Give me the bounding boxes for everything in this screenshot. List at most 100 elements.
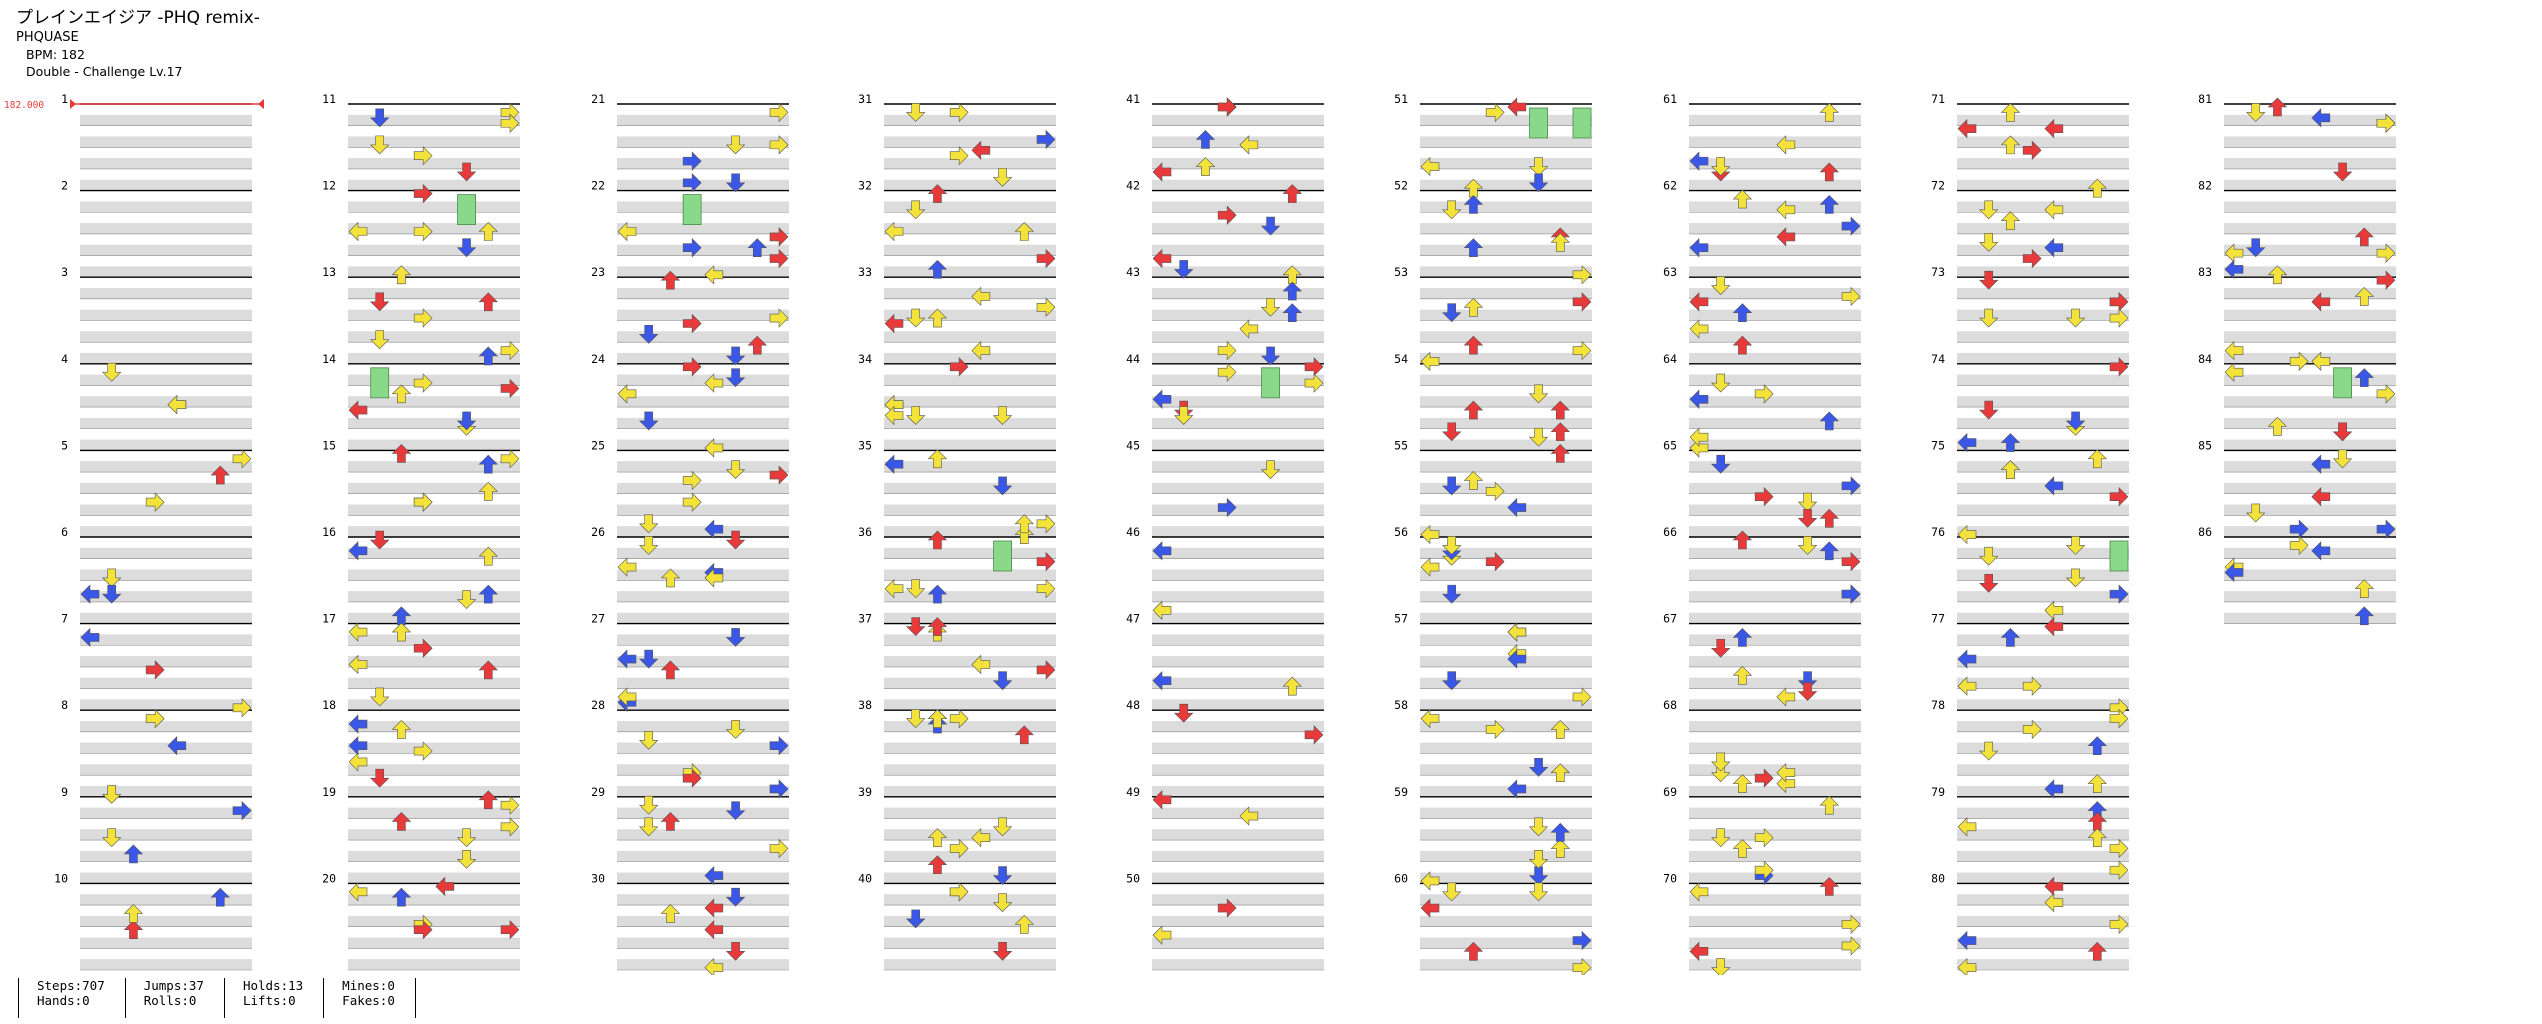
measure-5 [80, 449, 252, 538]
up-arrow-icon [2267, 97, 2287, 117]
measure-58 [1420, 709, 1592, 798]
measure-80 [1957, 882, 2129, 971]
measure-number: 68 [1663, 698, 1677, 712]
measure-number: 76 [1931, 525, 1945, 539]
measure-2 [80, 189, 252, 278]
measure-number: 34 [858, 352, 872, 366]
measure-10 [80, 882, 252, 971]
song-title: プレインエイジア -PHQ remix- [16, 8, 260, 28]
measure-77 [1957, 622, 2129, 711]
measure-75 [1957, 449, 2129, 538]
measure-number: 51 [1394, 92, 1408, 106]
stat-mines: Mines:0 [342, 978, 395, 993]
measure-number: 62 [1663, 179, 1677, 193]
measure-number: 27 [591, 612, 605, 626]
measure-number: 31 [858, 92, 872, 106]
chart-stats: Steps:707 Hands:0 Jumps:37 Rolls:0 Holds… [18, 978, 416, 1018]
measure-number: 33 [858, 265, 872, 279]
measure-number: 7 [61, 612, 68, 626]
measure-number: 52 [1394, 179, 1408, 193]
measure-number: 85 [2198, 438, 2212, 452]
hold-note-icon [1529, 107, 1548, 139]
measure-number: 55 [1394, 438, 1408, 452]
measure-number: 80 [1931, 871, 1945, 885]
measure-48 [1152, 709, 1324, 798]
measure-number: 16 [322, 525, 336, 539]
measure-number: 72 [1931, 179, 1945, 193]
measure-number: 28 [591, 698, 605, 712]
measure-85 [2224, 449, 2396, 538]
measure-55 [1420, 449, 1592, 538]
measure-number: 67 [1663, 612, 1677, 626]
measure-number: 20 [322, 871, 336, 885]
measure-41 [1152, 103, 1324, 191]
stats-col-mines: Mines:0 Fakes:0 [323, 978, 416, 1018]
measure-number: 60 [1394, 871, 1408, 885]
measure-42 [1152, 189, 1324, 278]
measure-3 [80, 276, 252, 365]
measure-number: 40 [858, 871, 872, 885]
measure-16 [348, 536, 520, 624]
stats-col-jumps: Jumps:37 Rolls:0 [124, 978, 224, 1018]
stat-rolls: Rolls:0 [143, 993, 197, 1008]
measure-number: 79 [1931, 785, 1945, 799]
measure-number: 39 [858, 785, 872, 799]
measure-number: 64 [1663, 352, 1677, 366]
measure-number: 17 [322, 612, 336, 626]
measure-number: 6 [61, 525, 68, 539]
measure-number: 46 [1126, 525, 1140, 539]
measure-34 [884, 363, 1056, 451]
measure-81 [2224, 103, 2396, 191]
hold-note-icon [2333, 367, 2352, 399]
measure-number: 73 [1931, 265, 1945, 279]
measure-number: 74 [1931, 352, 1945, 366]
measure-53 [1420, 276, 1592, 365]
measure-61 [1689, 103, 1861, 191]
measure-number: 24 [591, 352, 605, 366]
bpm-marker-left-cap [70, 99, 76, 109]
measure-29 [617, 796, 789, 884]
measure-number: 81 [2198, 92, 2212, 106]
measure-31 [884, 103, 1056, 191]
measure-64 [1689, 363, 1861, 451]
measure-72 [1957, 189, 2129, 278]
bpm-marker-label: 182.000 [4, 100, 44, 111]
measure-number: 5 [61, 438, 68, 452]
measure-number: 2 [61, 179, 68, 193]
measure-number: 56 [1394, 525, 1408, 539]
measure-76 [1957, 536, 2129, 624]
measure-number: 63 [1663, 265, 1677, 279]
measure-8 [80, 709, 252, 798]
stats-col-steps: Steps:707 Hands:0 [18, 978, 125, 1018]
measure-13 [348, 276, 520, 365]
measure-number: 70 [1663, 871, 1677, 885]
stat-hands: Hands:0 [37, 993, 90, 1008]
measure-number: 18 [322, 698, 336, 712]
hold-note-icon [457, 194, 476, 226]
measure-11 [348, 103, 520, 191]
measure-number: 32 [858, 179, 872, 193]
measure-28 [617, 709, 789, 798]
measure-22 [617, 189, 789, 278]
right-arrow-icon [1217, 97, 1237, 117]
measure-59 [1420, 796, 1592, 884]
measure-32 [884, 189, 1056, 278]
measure-number: 43 [1126, 265, 1140, 279]
measure-19 [348, 796, 520, 884]
measure-number: 42 [1126, 179, 1140, 193]
measure-4 [80, 363, 252, 451]
measure-number: 71 [1931, 92, 1945, 106]
measure-number: 25 [591, 438, 605, 452]
measure-45 [1152, 449, 1324, 538]
measure-number: 3 [61, 265, 68, 279]
measure-number: 30 [591, 871, 605, 885]
measure-number: 84 [2198, 352, 2212, 366]
measure-number: 59 [1394, 785, 1408, 799]
measure-49 [1152, 796, 1324, 884]
measure-number: 54 [1394, 352, 1408, 366]
stat-lifts: Lifts:0 [242, 993, 296, 1008]
measure-51 [1420, 103, 1592, 191]
measure-number: 78 [1931, 698, 1945, 712]
hold-note-icon [370, 367, 390, 399]
measure-number: 36 [858, 525, 872, 539]
